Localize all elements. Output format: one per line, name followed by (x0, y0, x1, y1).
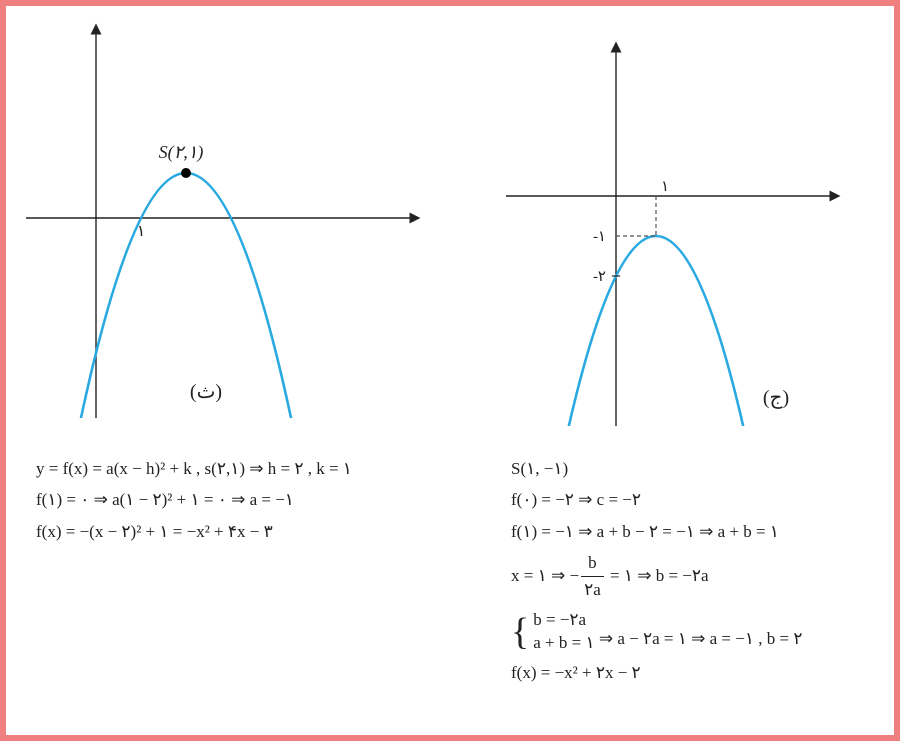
sys-top: b = −۲a (533, 609, 594, 632)
l4-post: = ۱ ⇒ b = −۲a (606, 566, 709, 585)
l5-tail: ⇒ a − ۲a = ۱ ⇒ a = −۱ , b = ۲ (595, 629, 803, 648)
right-eq-3: f(۱) = −۱ ⇒ a + b − ۲ = −۱ ⇒ a + b = ۱ (511, 519, 881, 545)
right-eq-5: { b = −۲a a + b = ۱ ⇒ a − ۲a = ۱ ⇒ a = −… (511, 609, 881, 655)
right-panel-label: (ج) (763, 387, 789, 409)
y-tick-m1: -۱ (593, 229, 606, 245)
right-eq-1: S(۱, −۱) (511, 456, 881, 482)
left-parabola-curve (74, 173, 299, 418)
y-tick-m2: -۲ (593, 269, 606, 285)
system-brace: { b = −۲a a + b = ۱ (511, 609, 595, 655)
x-tick-1: ۱ (137, 223, 146, 240)
x-tick-1-r: ۱ (661, 179, 669, 195)
left-eq-3: f(x) = −(x − ۲)² + ۱ = −x² + ۴x − ۳ (36, 519, 476, 545)
right-panel: ۱ -۱ -۲ (ج) (506, 36, 876, 426)
right-eq-6: f(x) = −x² + ۲x − ۲ (511, 660, 881, 686)
figure-frame: polyline[data-name="parabola-curve-line"… (0, 0, 900, 741)
left-panel-label: (ث) (190, 381, 222, 403)
right-eq-2: f(۰) = −۲ ⇒ c = −۲ (511, 487, 881, 513)
l4-frac: b۲a (581, 550, 604, 604)
vertex-point (181, 168, 191, 178)
right-chart: ۱ -۱ -۲ (ج) (506, 36, 846, 426)
system-lines: b = −۲a a + b = ۱ (533, 609, 594, 655)
l4-num: b (581, 550, 604, 577)
left-math: y = f(x) = a(x − h)² + k , s(۲,۱) ⇒ h = … (36, 456, 476, 550)
vertex-label: S(۲,۱) (159, 142, 204, 163)
sys-bot: a + b = ۱ (533, 632, 594, 655)
right-math: S(۱, −۱) f(۰) = −۲ ⇒ c = −۲ f(۱) = −۱ ⇒ … (511, 456, 881, 691)
right-parabola-curve (556, 236, 756, 426)
right-eq-4: x = ۱ ⇒ −b۲a = ۱ ⇒ b = −۲a (511, 550, 881, 604)
left-panel: polyline[data-name="parabola-curve-line"… (26, 18, 446, 418)
left-eq-1: y = f(x) = a(x − h)² + k , s(۲,۱) ⇒ h = … (36, 456, 476, 482)
left-eq-2: f(۱) = ۰ ⇒ a(۱ − ۲)² + ۱ = ۰ ⇒ a = −۱ (36, 487, 476, 513)
left-chart: polyline[data-name="parabola-curve-line"… (26, 18, 426, 418)
l4-den: ۲a (581, 577, 604, 603)
brace-icon: { (511, 613, 529, 651)
l4-pre: x = ۱ ⇒ − (511, 566, 579, 585)
